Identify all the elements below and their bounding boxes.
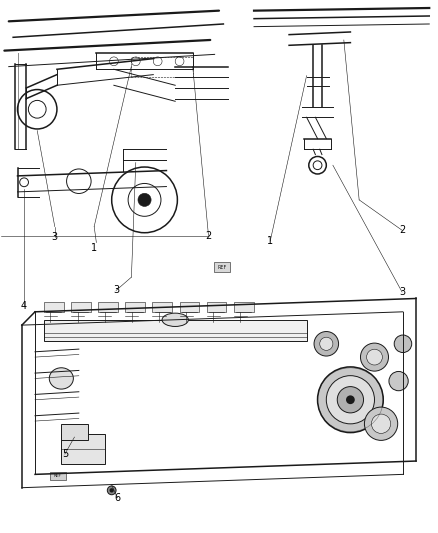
Text: 6: 6 xyxy=(114,493,120,503)
Text: REF: REF xyxy=(217,264,227,270)
Ellipse shape xyxy=(162,313,188,326)
Text: 5: 5 xyxy=(62,449,68,459)
Bar xyxy=(61,424,88,440)
Circle shape xyxy=(318,367,383,433)
Circle shape xyxy=(371,414,391,433)
Circle shape xyxy=(364,407,398,440)
Bar xyxy=(234,302,254,312)
Bar xyxy=(125,302,145,312)
Text: 3: 3 xyxy=(399,287,405,297)
Circle shape xyxy=(320,337,333,350)
Text: REF: REF xyxy=(54,474,62,478)
Text: 2: 2 xyxy=(205,231,212,240)
Bar xyxy=(61,434,105,464)
Circle shape xyxy=(110,488,114,492)
Circle shape xyxy=(346,395,355,404)
Circle shape xyxy=(337,386,364,413)
Text: 1: 1 xyxy=(267,236,273,246)
Bar xyxy=(214,262,230,272)
Text: 1: 1 xyxy=(91,243,97,253)
Bar xyxy=(207,302,226,312)
Circle shape xyxy=(138,193,151,206)
Circle shape xyxy=(107,486,116,495)
Circle shape xyxy=(326,376,374,424)
Bar xyxy=(50,472,66,480)
Text: 2: 2 xyxy=(399,225,405,235)
Text: 3: 3 xyxy=(113,286,119,295)
Circle shape xyxy=(367,349,382,365)
Circle shape xyxy=(314,332,339,356)
Circle shape xyxy=(389,372,408,391)
Circle shape xyxy=(360,343,389,371)
Bar xyxy=(98,302,118,312)
Bar xyxy=(44,320,307,341)
Bar xyxy=(152,302,172,312)
Text: 4: 4 xyxy=(21,302,27,311)
Circle shape xyxy=(394,335,412,352)
Ellipse shape xyxy=(49,368,74,389)
Bar xyxy=(131,57,193,77)
Text: 3: 3 xyxy=(52,232,58,242)
Bar xyxy=(71,302,91,312)
Bar xyxy=(44,302,64,312)
Bar xyxy=(180,302,199,312)
